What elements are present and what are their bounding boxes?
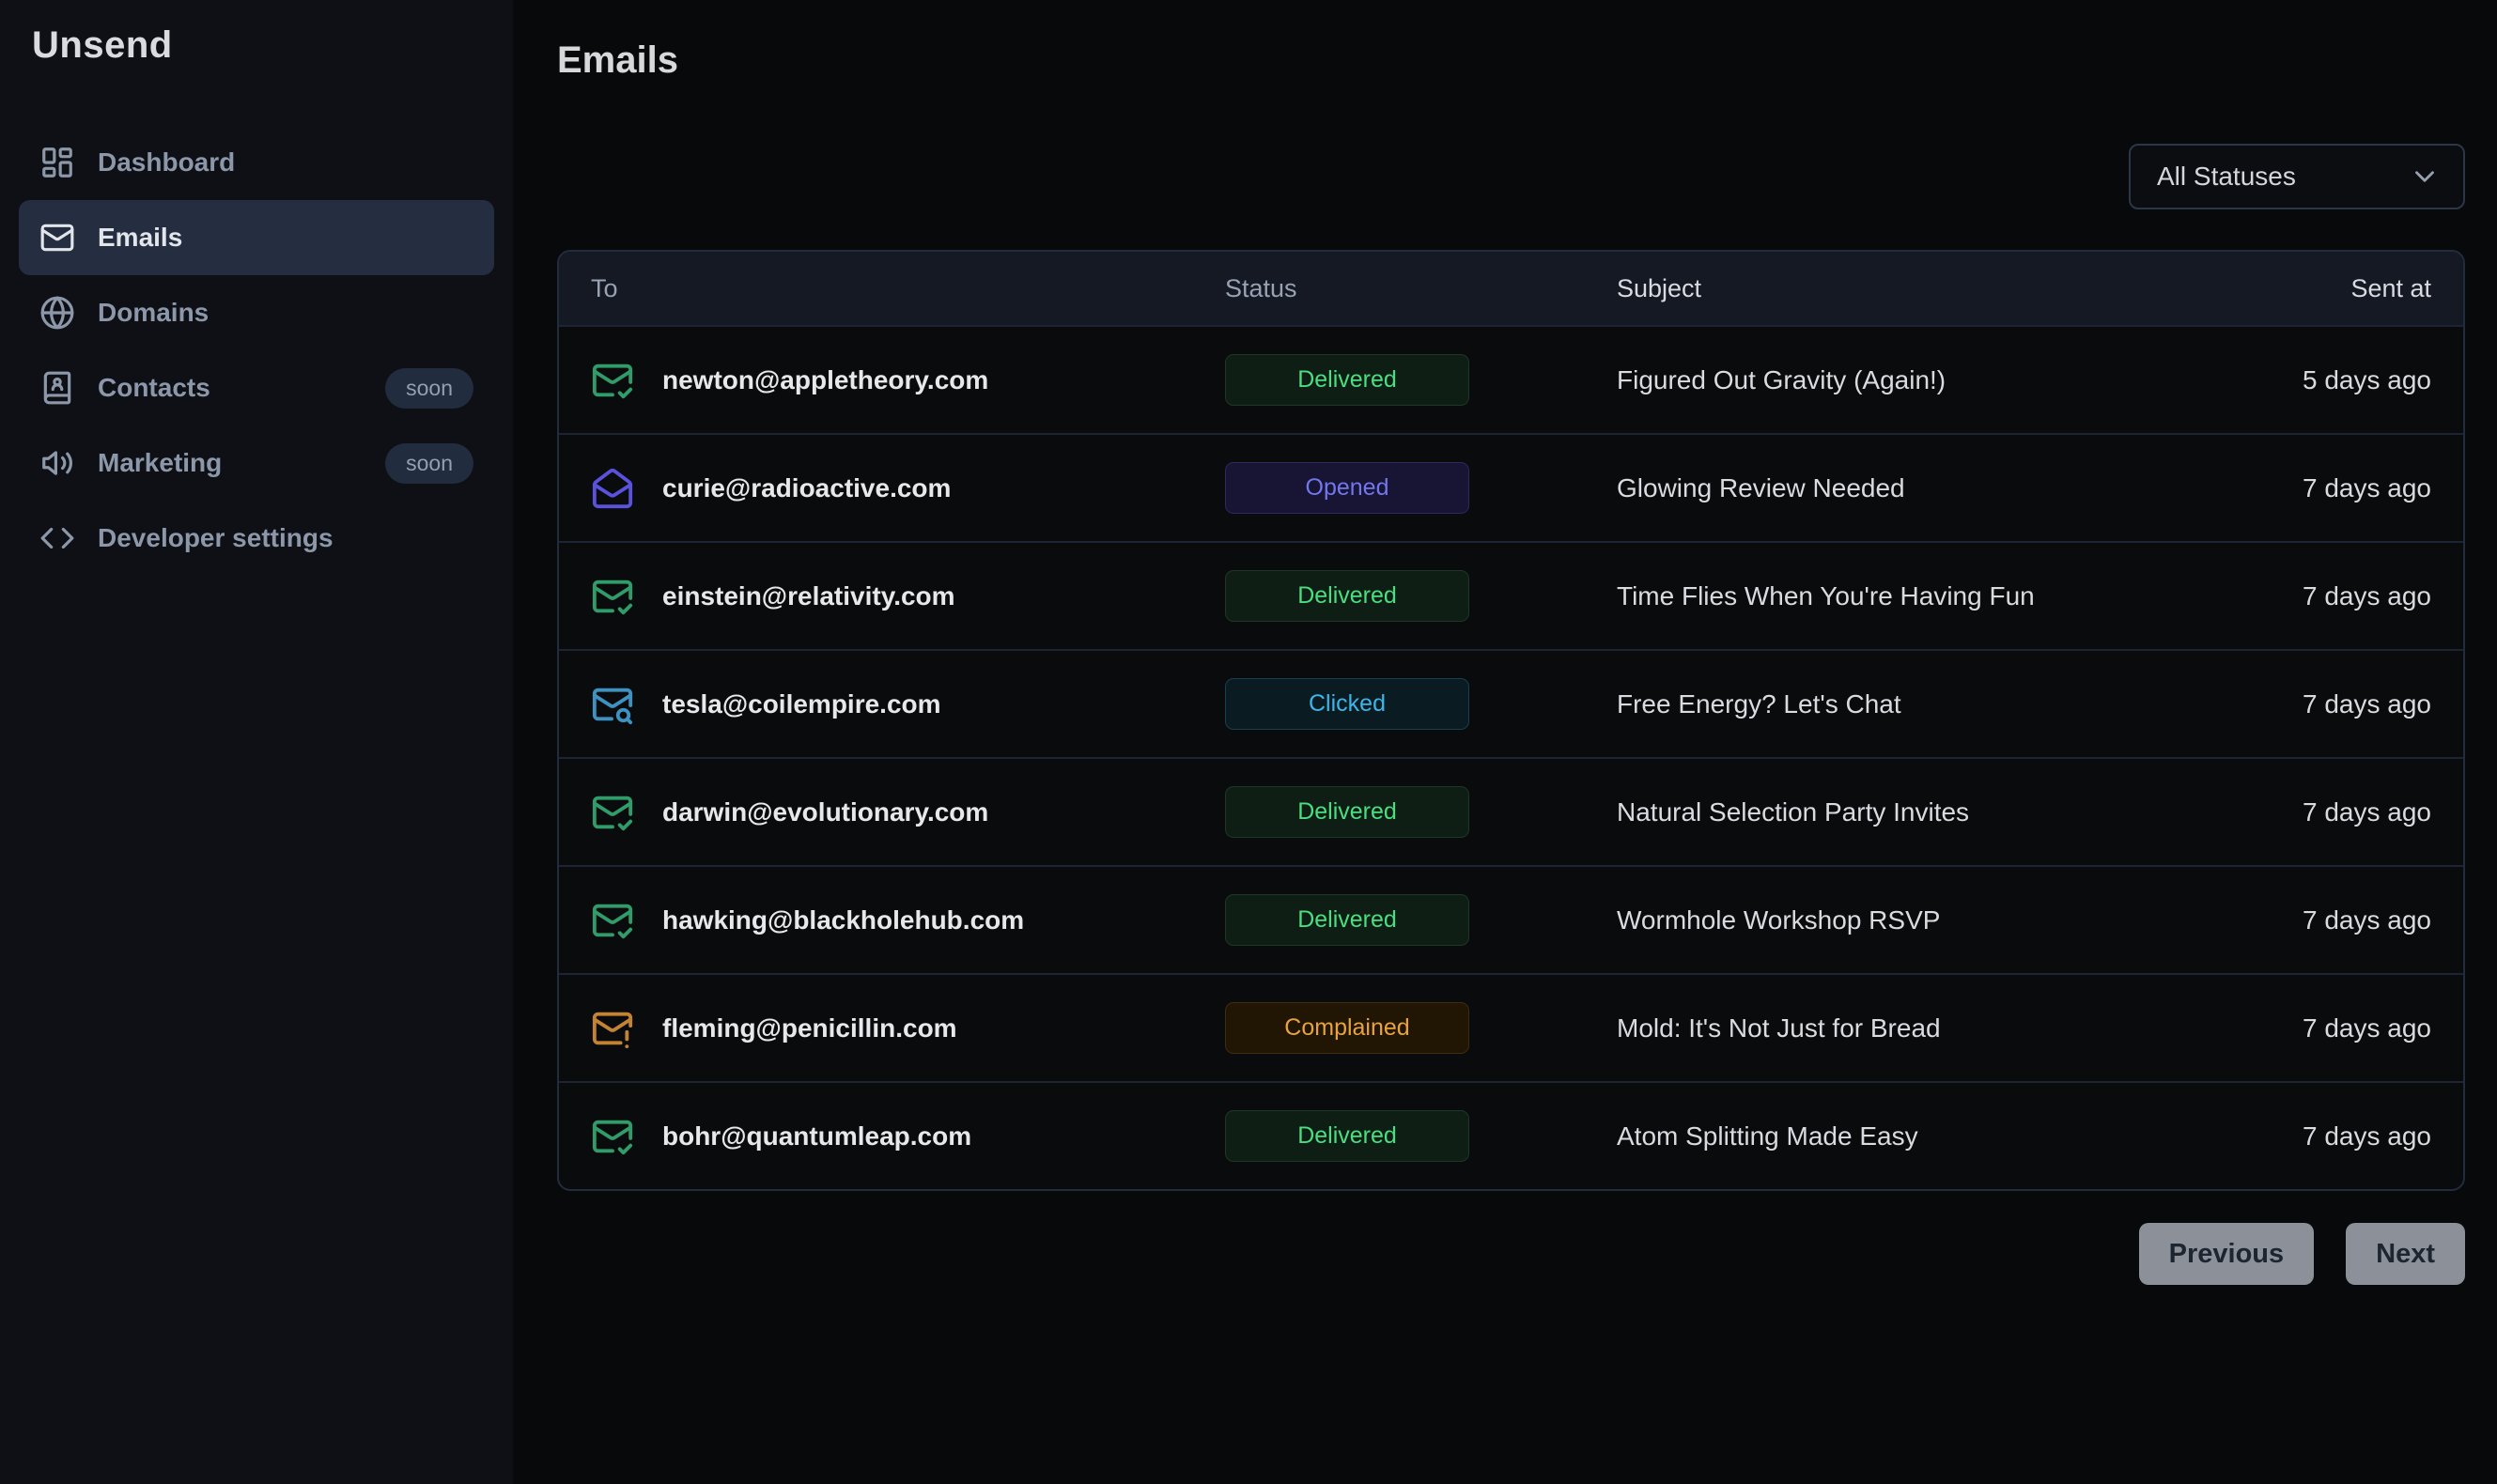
status-badge: Delivered — [1225, 570, 1469, 622]
sidebar-item-label: Marketing — [98, 448, 223, 477]
email-subject: Mold: It's Not Just for Bread — [1617, 1013, 1941, 1043]
mail-check-icon — [591, 359, 634, 402]
mail-open-icon — [591, 467, 634, 510]
megaphone-icon — [39, 445, 75, 481]
app-logo: Unsend — [32, 24, 173, 66]
sent-at: 7 days ago — [2303, 472, 2431, 502]
recipient-email: fleming@penicillin.com — [662, 1013, 957, 1043]
recipient-email: curie@radioactive.com — [662, 472, 952, 502]
sidebar-item-label: Developer settings — [98, 523, 333, 552]
pagination: Previous Next — [557, 1223, 2465, 1285]
status-badge: Complained — [1225, 1002, 1469, 1054]
email-subject: Free Energy? Let's Chat — [1617, 688, 1901, 719]
column-header-to: To — [591, 273, 618, 302]
dashboard-icon — [39, 145, 75, 180]
mail-check-icon — [591, 575, 634, 618]
mail-warning-icon — [591, 1007, 634, 1050]
column-header-subject: Subject — [1617, 273, 1702, 302]
emails-table: To Status Subject Sent at newton@appleth… — [557, 250, 2465, 1191]
code-icon — [39, 520, 75, 556]
sidebar-item-emails[interactable]: Emails — [19, 200, 494, 275]
table-row[interactable]: darwin@evolutionary.com Delivered Natura… — [559, 757, 2463, 865]
email-subject: Atom Splitting Made Easy — [1617, 1121, 1918, 1151]
mail-check-icon — [591, 899, 634, 942]
soon-badge: soon — [385, 367, 473, 409]
table-row[interactable]: einstein@relativity.com Delivered Time F… — [559, 541, 2463, 649]
next-button[interactable]: Next — [2346, 1223, 2465, 1285]
sidebar-item-label: Domains — [98, 298, 209, 327]
recipient-email: tesla@coilempire.com — [662, 688, 941, 719]
recipient-email: bohr@quantumleap.com — [662, 1121, 972, 1151]
recipient-email: darwin@evolutionary.com — [662, 796, 989, 827]
recipient-email: einstein@relativity.com — [662, 580, 955, 611]
sent-at: 7 days ago — [2303, 796, 2431, 827]
column-header-status: Status — [1225, 273, 1297, 302]
table-row[interactable]: curie@radioactive.com Opened Glowing Rev… — [559, 433, 2463, 541]
mail-check-icon — [591, 1115, 634, 1158]
table-row[interactable]: fleming@penicillin.com Complained Mold: … — [559, 973, 2463, 1081]
status-badge: Delivered — [1225, 1110, 1469, 1162]
table-row[interactable]: hawking@blackholehub.com Delivered Wormh… — [559, 865, 2463, 973]
main-content: Emails All Statuses To Status Subject Se… — [513, 0, 2497, 1484]
sidebar-item-label: Emails — [98, 223, 183, 252]
sent-at: 7 days ago — [2303, 688, 2431, 719]
column-header-sent-at: Sent at — [2350, 273, 2431, 302]
sidebar-item-contacts[interactable]: Contacts soon — [19, 350, 494, 425]
sidebar-item-dashboard[interactable]: Dashboard — [19, 125, 494, 200]
sent-at: 7 days ago — [2303, 580, 2431, 611]
soon-badge: soon — [385, 442, 473, 484]
email-subject: Wormhole Workshop RSVP — [1617, 904, 1941, 935]
table-row[interactable]: newton@appletheory.com Delivered Figured… — [559, 325, 2463, 433]
status-badge: Delivered — [1225, 786, 1469, 838]
sidebar-item-domains[interactable]: Domains — [19, 275, 494, 350]
email-subject: Figured Out Gravity (Again!) — [1617, 364, 1946, 394]
sidebar: Unsend Dashboard Emails Domains Contacts… — [0, 0, 513, 1484]
status-filter-dropdown[interactable]: All Statuses — [2129, 144, 2465, 209]
status-badge: Delivered — [1225, 894, 1469, 946]
email-subject: Glowing Review Needed — [1617, 472, 1905, 502]
sent-at: 7 days ago — [2303, 1013, 2431, 1043]
table-row[interactable]: bohr@quantumleap.com Delivered Atom Spli… — [559, 1081, 2463, 1189]
email-subject: Time Flies When You're Having Fun — [1617, 580, 2035, 611]
filter-bar: All Statuses — [557, 144, 2465, 209]
mail-icon — [39, 220, 75, 255]
sent-at: 7 days ago — [2303, 904, 2431, 935]
status-badge: Delivered — [1225, 354, 1469, 406]
sidebar-nav: Dashboard Emails Domains Contacts soon M… — [19, 125, 494, 576]
globe-icon — [39, 295, 75, 331]
recipient-email: hawking@blackholehub.com — [662, 904, 1025, 935]
page-title: Emails — [557, 39, 678, 81]
book-user-icon — [39, 370, 75, 406]
mail-check-icon — [591, 791, 634, 834]
status-badge: Clicked — [1225, 678, 1469, 730]
status-filter-value: All Statuses — [2157, 162, 2296, 191]
table-row[interactable]: tesla@coilempire.com Clicked Free Energy… — [559, 649, 2463, 757]
sidebar-item-marketing[interactable]: Marketing soon — [19, 425, 494, 501]
sent-at: 5 days ago — [2303, 364, 2431, 394]
mail-search-icon — [591, 683, 634, 726]
recipient-email: newton@appletheory.com — [662, 364, 989, 394]
sidebar-item-label: Dashboard — [98, 147, 236, 177]
status-badge: Opened — [1225, 462, 1469, 514]
chevron-down-icon — [2409, 161, 2441, 193]
email-subject: Natural Selection Party Invites — [1617, 796, 1970, 827]
table-header: To Status Subject Sent at — [559, 252, 2463, 325]
previous-button[interactable]: Previous — [2138, 1223, 2315, 1285]
sent-at: 7 days ago — [2303, 1121, 2431, 1151]
sidebar-item-label: Contacts — [98, 373, 210, 402]
sidebar-item-developer-settings[interactable]: Developer settings — [19, 501, 494, 576]
